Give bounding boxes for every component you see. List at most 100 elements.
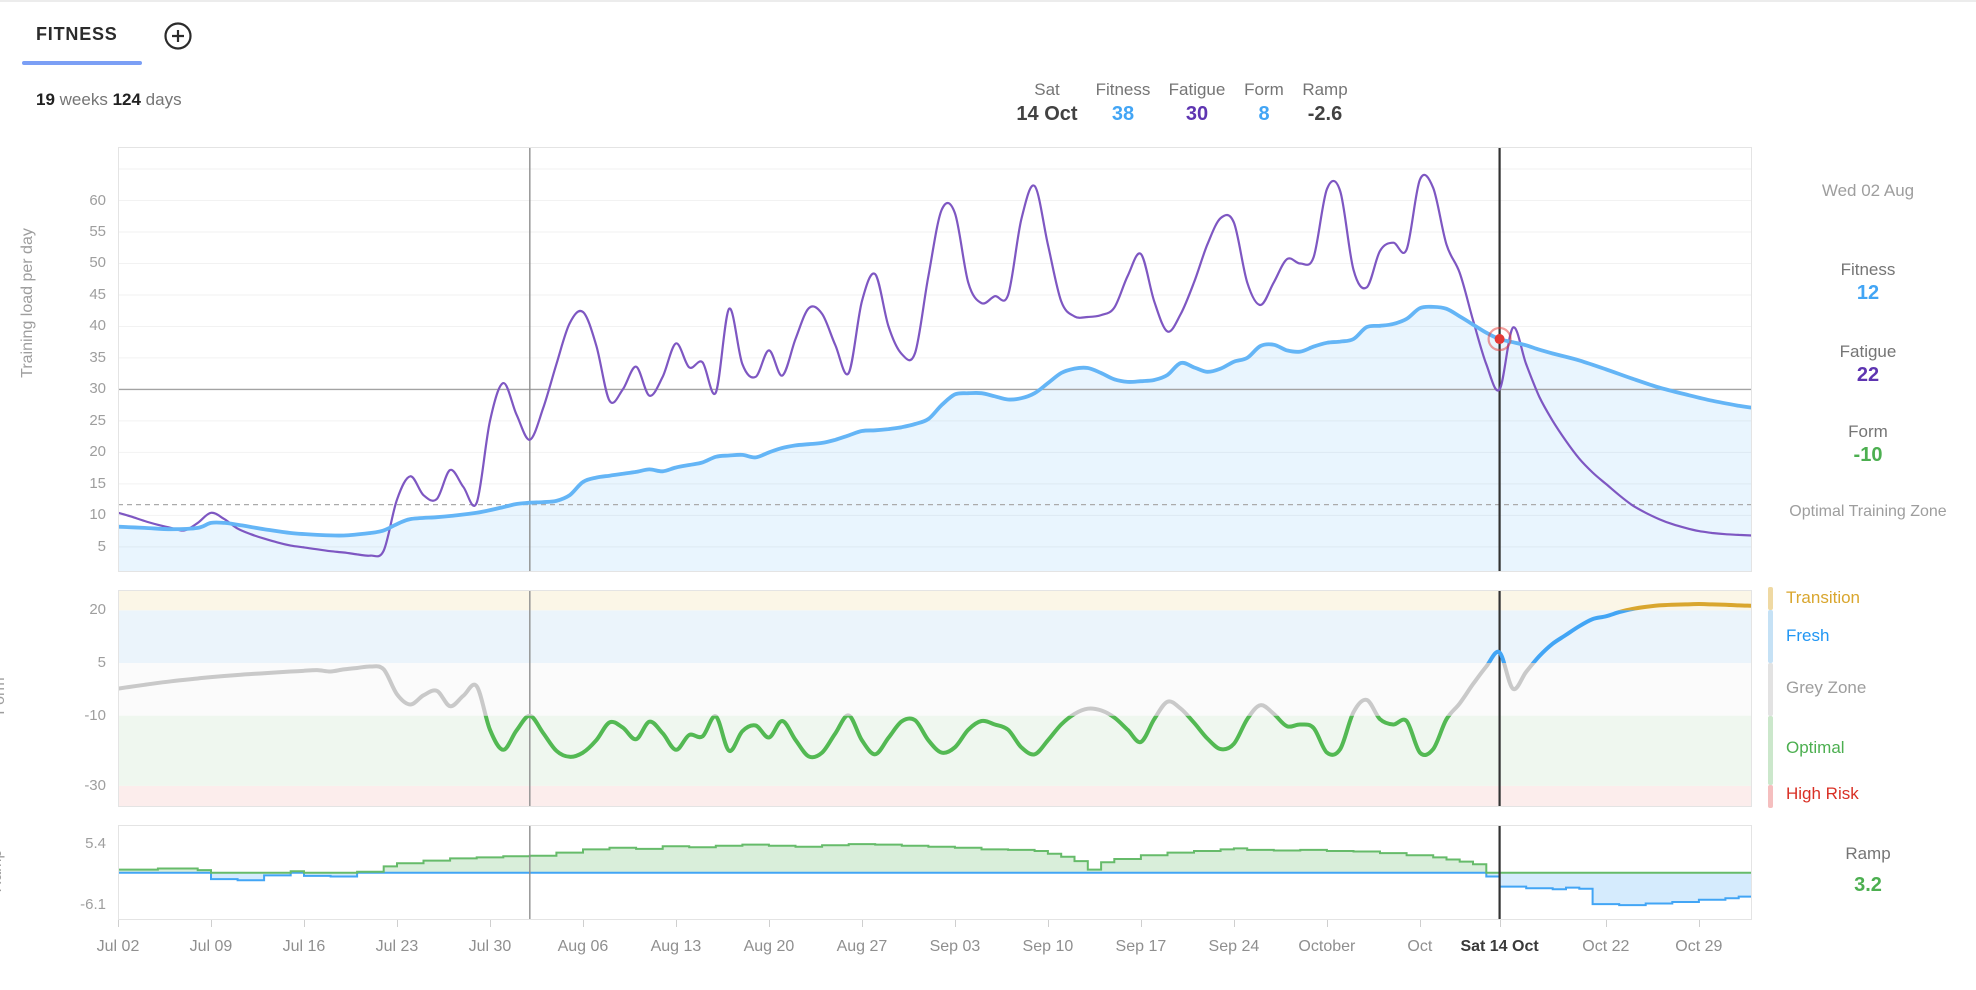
main-ytick-50: 50 (89, 254, 106, 272)
x-tickmark (1326, 920, 1328, 927)
plus-circle-icon (164, 22, 192, 50)
form-chart[interactable] (118, 590, 1752, 807)
stat-col-fatigue: Fatigue 30 (1142, 80, 1252, 126)
form-ytick--30: -30 (84, 776, 106, 794)
x-label-Sep-10: Sep 10 (1022, 938, 1074, 955)
subtitle-part: weeks (54, 90, 113, 109)
zone-bar-grey-zone (1768, 663, 1773, 716)
selected-point-dot (1494, 334, 1505, 345)
form-chart-axis-title: Form (0, 677, 8, 715)
zone-bar-optimal (1768, 716, 1773, 785)
main-ytick-15: 15 (89, 474, 106, 492)
training-load-chart[interactable] (118, 147, 1752, 572)
stat-label: Fatigue (1168, 80, 1226, 99)
subtitle-part: days (140, 90, 182, 109)
x-label-Aug-20: Aug 20 (743, 938, 795, 955)
ramp-negative-line (118, 871, 1752, 907)
main-ytick-40: 40 (89, 317, 106, 335)
hover-row-form: Form -10 (1765, 422, 1971, 467)
x-tickmark (1499, 920, 1501, 927)
main-chart-axis-title: Training load per day (19, 228, 36, 378)
hover-row-value: -10 (1853, 444, 1883, 466)
stat-value: 30 (1185, 103, 1209, 125)
stat-col-fitness: Fitness 38 (1068, 80, 1178, 126)
ramp-stat-label: Ramp (1845, 844, 1891, 863)
tab-fitness-underline (22, 61, 142, 65)
plus-icon (172, 30, 184, 42)
x-tickmark (1140, 920, 1142, 927)
ramp-negative-area (118, 872, 1752, 906)
x-label-October: October (1298, 938, 1356, 955)
hover-zone-note: Optimal Training Zone (1789, 503, 1947, 520)
x-label-Aug-13: Aug 13 (650, 938, 702, 955)
x-tickmark (861, 920, 863, 927)
x-label-Jul-16: Jul 16 (282, 938, 326, 955)
hover-row-value: 22 (1856, 364, 1880, 386)
form-line-optimal (483, 715, 1452, 760)
fitness-area (118, 306, 1752, 572)
x-tickmark (768, 920, 770, 927)
zone-label-optimal: Optimal (1786, 738, 1845, 757)
stat-col-sat: Sat 14 Oct (992, 80, 1102, 126)
main-ytick-55: 55 (89, 223, 106, 240)
stat-label: Form (1244, 80, 1284, 99)
stat-value: -2.6 (1307, 103, 1343, 125)
fitness-line (118, 304, 1752, 538)
stat-value: 14 Oct (1016, 103, 1078, 125)
x-label-Aug-06: Aug 06 (557, 938, 609, 955)
ramp-ytick-5.4: 5.4 (85, 835, 106, 853)
zone-bar-high-risk (1768, 785, 1773, 808)
main-ytick-30: 30 (89, 380, 106, 398)
tab-fitness[interactable]: FITNESS (36, 24, 118, 44)
x-label-Oct-22: Oct 22 (1582, 938, 1630, 955)
subtitle-part: 19 (36, 90, 55, 109)
stat-value: 8 (1258, 103, 1270, 125)
fatigue-line (118, 173, 1752, 558)
x-tickmark (118, 920, 119, 927)
x-label-Oct: Oct (1407, 938, 1433, 955)
selected-point-ring (1487, 326, 1512, 352)
stat-col-ramp: Ramp -2.6 (1270, 80, 1380, 126)
stat-label: Ramp (1302, 80, 1348, 99)
zone-bar-transition (1768, 587, 1773, 610)
date-range-summary: 19 weeks 124 days (36, 90, 182, 110)
form-ytick--10: -10 (84, 706, 106, 724)
x-tickmark (489, 920, 491, 927)
zone-bar-fresh (1768, 610, 1773, 663)
x-tickmark (1047, 920, 1049, 927)
x-label-Sep-24: Sep 24 (1208, 938, 1260, 955)
hover-row-value: 12 (1856, 282, 1880, 304)
zone-band-fresh (118, 610, 1752, 664)
zone-band-transition (118, 590, 1752, 611)
subtitle-part: 124 (112, 90, 141, 109)
hover-row-fitness: Fitness 12 (1765, 260, 1971, 305)
hover-info-panel: Wed 02 Aug Optimal Training Zone Ramp 3.… (1765, 180, 1971, 896)
stat-value: 38 (1111, 103, 1135, 125)
x-label-Aug-27: Aug 27 (836, 938, 888, 955)
main-ytick-10: 10 (89, 506, 106, 524)
x-tickmark (582, 920, 584, 927)
main-ytick-35: 35 (89, 348, 106, 366)
x-tickmark (303, 920, 305, 927)
x-label-Jul-30: Jul 30 (468, 938, 512, 955)
zone-label-grey-zone: Grey Zone (1786, 678, 1867, 697)
x-tickmark (675, 920, 677, 927)
ramp-chart[interactable] (118, 825, 1752, 920)
hover-row-label: Fatigue (1839, 342, 1897, 361)
x-tickmark (396, 920, 398, 927)
ramp-positive-area (118, 844, 1752, 873)
hover-row-label: Form (1848, 422, 1888, 441)
main-ytick-20: 20 (89, 443, 106, 461)
form-line-fresh (1486, 610, 1636, 664)
hover-row-fatigue: Fatigue 22 (1765, 342, 1971, 387)
form-ytick-5: 5 (97, 654, 106, 672)
x-label-Sep-17: Sep 17 (1115, 938, 1167, 955)
x-tickmark (954, 920, 956, 927)
x-label-Jul-02: Jul 02 (96, 938, 140, 955)
add-chart-button[interactable] (162, 20, 194, 52)
x-tickmark (210, 920, 212, 927)
ramp-positive-line (118, 843, 1752, 874)
x-label-Jul-09: Jul 09 (189, 938, 233, 955)
main-ytick-25: 25 (89, 411, 106, 429)
